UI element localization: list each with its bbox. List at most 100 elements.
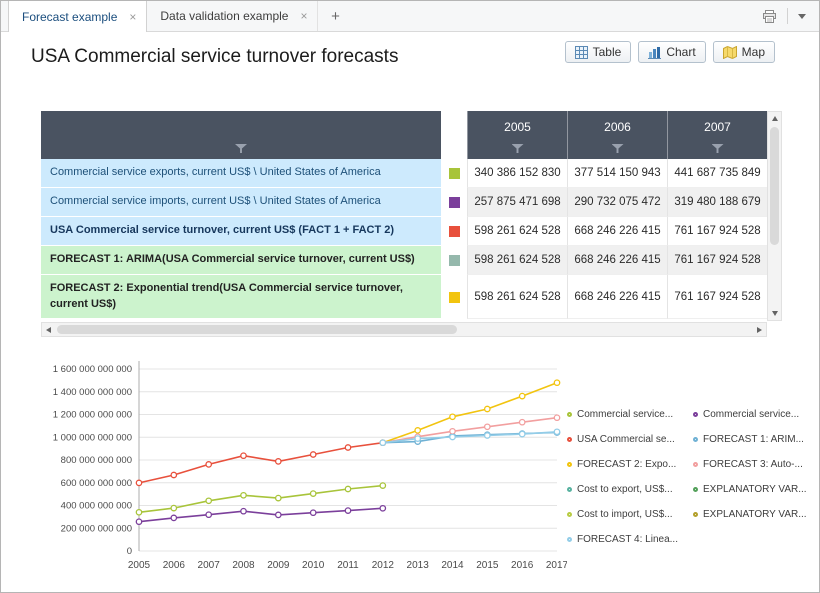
filter-funnel-icon[interactable] (511, 144, 524, 153)
chevron-down-icon[interactable] (798, 13, 806, 19)
legend-item[interactable]: FORECAST 4: Linea... (567, 534, 693, 545)
row-series-label[interactable]: Commercial service exports, current US$ … (41, 159, 441, 188)
scroll-down-icon[interactable] (768, 307, 781, 320)
table-row: Commercial service imports, current US$ … (41, 188, 767, 217)
chart-view-button[interactable]: Chart (638, 41, 706, 63)
map-icon (722, 45, 737, 59)
horizontal-scroll-thumb[interactable] (57, 325, 457, 334)
print-icon[interactable] (762, 9, 777, 23)
legend-label: Commercial service... (577, 409, 674, 420)
svg-text:400 000 000 000: 400 000 000 000 (61, 501, 132, 512)
tabs-container: Forecast example × Data validation example… (8, 1, 319, 32)
tab-bar: Forecast example × Data validation example… (1, 1, 819, 32)
divider (787, 8, 788, 24)
page-title: USA Commercial service turnover forecast… (31, 46, 399, 67)
legend-item[interactable]: Commercial service... (693, 409, 811, 420)
legend-marker-icon (567, 512, 572, 517)
legend-label: Cost to export, US$... (577, 484, 673, 495)
scroll-up-icon[interactable] (768, 112, 781, 125)
tab-data-validation-example[interactable]: Data validation example × (147, 1, 319, 31)
filter-funnel-icon[interactable] (611, 144, 624, 153)
legend-marker-icon (567, 437, 572, 442)
view-switcher: Table Chart Map (564, 41, 775, 63)
series-color-swatch (441, 275, 467, 319)
chart-legend: Commercial service... Commercial service.… (567, 409, 811, 545)
year-column-header[interactable]: 2006 (567, 111, 667, 159)
legend-label: FORECAST 1: ARIM... (703, 434, 804, 445)
svg-text:2013: 2013 (407, 560, 430, 571)
legend-item[interactable]: EXPLANATORY VAR... (693, 484, 811, 495)
svg-text:1 400 000 000 000: 1 400 000 000 000 (53, 387, 132, 398)
svg-text:2015: 2015 (476, 560, 499, 571)
svg-text:1 600 000 000 000: 1 600 000 000 000 (53, 364, 132, 375)
tab-forecast-example[interactable]: Forecast example × (8, 1, 148, 32)
value-cell: 761 167 924 528 (667, 217, 767, 246)
tab-close-icon[interactable]: × (129, 9, 137, 24)
svg-text:1 200 000 000 000: 1 200 000 000 000 (53, 410, 132, 421)
table-row: FORECAST 2: Exponential trend(USA Commer… (41, 275, 767, 319)
table-view-label: Table (592, 45, 622, 59)
new-tab-button[interactable]: + (331, 7, 340, 25)
tab-actions (762, 1, 819, 31)
svg-text:600 000 000 000: 600 000 000 000 (61, 478, 132, 489)
year-label: 2005 (504, 120, 531, 134)
value-cell: 441 687 735 849 (667, 159, 767, 188)
value-cell: 668 246 226 415 (567, 217, 667, 246)
row-series-label[interactable]: FORECAST 2: Exponential trend(USA Commer… (41, 275, 441, 319)
forecast-data-table: 2005 2006 2007 Commercial service exports,… (41, 111, 767, 319)
map-view-button[interactable]: Map (712, 41, 775, 63)
value-cell: 668 246 226 415 (567, 275, 667, 319)
scroll-right-icon[interactable] (753, 323, 766, 336)
vertical-scroll-thumb[interactable] (770, 127, 779, 245)
legend-item[interactable]: Cost to export, US$... (567, 484, 693, 495)
year-column-header[interactable]: 2005 (467, 111, 567, 159)
row-series-label[interactable]: Commercial service imports, current US$ … (41, 188, 441, 217)
legend-item[interactable]: Cost to import, US$... (567, 509, 693, 520)
map-view-label: Map (741, 45, 765, 59)
forecast-line-chart: 0 200 000 000 000 400 000 000 000 600 000 0… (53, 361, 567, 571)
table-row: USA Commercial service turnover, current… (41, 217, 767, 246)
series-color-swatch (441, 159, 467, 188)
legend-label: Cost to import, US$... (577, 509, 673, 520)
legend-marker-icon (693, 437, 698, 442)
table-header: 2005 2006 2007 (41, 111, 767, 159)
value-cell: 598 261 624 528 (467, 275, 567, 319)
row-series-label[interactable]: USA Commercial service turnover, current… (41, 217, 441, 246)
svg-text:2014: 2014 (441, 560, 464, 571)
row-series-label[interactable]: FORECAST 1: ARIMA(USA Commercial service… (41, 246, 441, 275)
series-color-swatch (441, 217, 467, 246)
legend-item[interactable]: Commercial service... (567, 409, 693, 420)
value-cell: 668 246 226 415 (567, 246, 667, 275)
value-cell: 340 386 152 830 (467, 159, 567, 188)
svg-text:2012: 2012 (372, 560, 395, 571)
horizontal-scrollbar[interactable] (41, 322, 767, 337)
scroll-left-icon[interactable] (42, 323, 55, 336)
svg-text:2007: 2007 (198, 560, 221, 571)
legend-item[interactable]: FORECAST 3: Auto-... (693, 459, 811, 470)
svg-text:200 000 000 000: 200 000 000 000 (61, 523, 132, 534)
tab-label: Forecast example (22, 9, 118, 24)
legend-item[interactable]: FORECAST 1: ARIM... (693, 434, 811, 445)
vertical-scrollbar[interactable] (767, 111, 782, 321)
tab-close-icon[interactable]: × (300, 9, 308, 23)
table-view-button[interactable]: Table (564, 41, 632, 63)
legend-label: FORECAST 2: Expo... (577, 459, 677, 470)
year-column-header[interactable]: 2007 (667, 111, 767, 159)
svg-text:2016: 2016 (511, 560, 534, 571)
legend-label: EXPLANATORY VAR... (703, 509, 807, 520)
series-column-header[interactable] (41, 111, 441, 159)
value-cell: 257 875 471 698 (467, 188, 567, 217)
year-label: 2007 (704, 120, 731, 134)
legend-item[interactable]: EXPLANATORY VAR... (693, 509, 811, 520)
value-cell: 598 261 624 528 (467, 217, 567, 246)
legend-marker-icon (567, 487, 572, 492)
chart-view-label: Chart (666, 45, 696, 59)
svg-text:2011: 2011 (337, 560, 359, 571)
filter-funnel-icon[interactable] (711, 144, 724, 153)
table-row: Commercial service exports, current US$ … (41, 159, 767, 188)
legend-item[interactable]: USA Commercial se... (567, 434, 693, 445)
legend-label: FORECAST 3: Auto-... (703, 459, 803, 470)
filter-funnel-icon[interactable] (235, 144, 247, 153)
series-color-swatch (441, 246, 467, 275)
legend-item[interactable]: FORECAST 2: Expo... (567, 459, 693, 470)
